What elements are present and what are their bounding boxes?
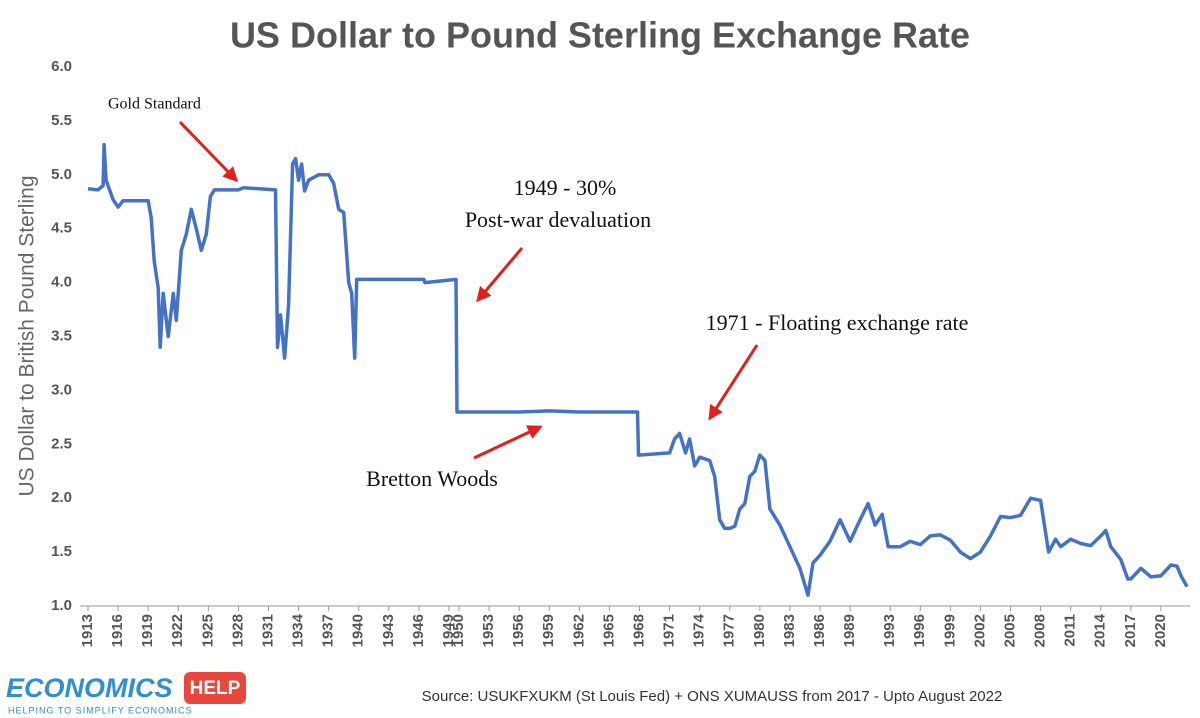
x-tick-label: 1996	[911, 614, 928, 647]
y-tick-label: 4.5	[51, 220, 72, 237]
arrow	[473, 425, 543, 460]
x-tick-label: 1977	[721, 614, 738, 647]
y-tick-label: 4.0	[51, 274, 72, 291]
x-tick-label: 1919	[139, 614, 156, 647]
x-tick-label: 1950	[450, 614, 467, 647]
x-tick-label: 1913	[79, 614, 96, 647]
logo-badge-bg	[184, 672, 246, 704]
x-tick-label: 1946	[410, 614, 427, 647]
x-tick-label: 1949	[440, 614, 457, 647]
x-tick-label: 1928	[229, 614, 246, 647]
x-tick-label: 1983	[781, 614, 798, 647]
annotation: 1971 - Floating exchange rate	[706, 310, 969, 335]
x-tick-label: 1986	[811, 614, 828, 647]
x-tick-label: 1980	[751, 614, 768, 647]
y-tick-label: 1.0	[51, 597, 72, 614]
annotation: 1949 - 30%	[514, 175, 617, 200]
x-tick-label: 1937	[320, 614, 337, 647]
logo-name: ECONOMICS	[6, 673, 173, 703]
arrow	[178, 120, 239, 183]
line-series	[87, 142, 1189, 597]
y-tick-label: 6.0	[51, 58, 72, 75]
x-tick-label: 1922	[169, 614, 186, 647]
x-tick-label: 2002	[971, 614, 988, 647]
x-tick-label: 1943	[380, 614, 397, 647]
x-tick-label: 1974	[691, 613, 708, 647]
annotation: Bretton Woods	[366, 466, 498, 491]
chart-title: US Dollar to Pound Sterling Exchange Rat…	[230, 15, 970, 56]
y-tick-label: 3.5	[51, 327, 72, 344]
x-tick-label: 2020	[1152, 614, 1169, 647]
arrows	[178, 120, 759, 460]
x-tick-label: 1962	[570, 614, 587, 647]
y-tick-label: 1.5	[51, 543, 72, 560]
x-tick-label: 1931	[259, 614, 276, 647]
x-tick-label: 1956	[510, 614, 527, 647]
y-tick-label: 2.0	[51, 489, 72, 506]
x-tick-label: 2011	[1062, 614, 1079, 647]
x-tick-label: 2005	[1001, 614, 1018, 647]
source: Source: USUKFXUKM (St Louis Fed) + ONS X…	[422, 688, 1003, 705]
x-tick-label: 1959	[540, 614, 557, 647]
x-tick-label: 1989	[841, 614, 858, 647]
annotation: Post-war devaluation	[465, 207, 651, 232]
x-tick-label: 1999	[941, 614, 958, 647]
logo-tagline: HELPING TO SIMPLIFY ECONOMICS	[8, 705, 193, 715]
x-tick-label: 1934	[290, 613, 307, 647]
arrow	[708, 344, 759, 421]
x-tick-label: 1993	[881, 614, 898, 647]
x-tick-label: 1916	[109, 614, 126, 647]
y-tick-label: 5.0	[51, 166, 72, 183]
x-tick-label: 1953	[480, 614, 497, 647]
x-tick-label: 1971	[661, 614, 678, 647]
y-tick-label: 5.5	[51, 112, 72, 129]
x-tick-label: 1965	[600, 614, 617, 647]
arrow	[476, 247, 524, 303]
x-tick-label: 1925	[199, 614, 216, 647]
x-tick-label: 1940	[350, 614, 367, 647]
y-tick-label: 2.5	[51, 435, 72, 452]
x-tick-label: 2014	[1092, 613, 1109, 647]
x-tick-label: 2017	[1122, 614, 1139, 647]
x-tick-label: 1968	[630, 614, 647, 647]
x-tick-label: 2008	[1032, 614, 1049, 647]
y-axis-label: US Dollar to British Pound Sterling	[16, 176, 39, 497]
logo-badge: HELP	[190, 678, 241, 699]
annotation: Gold Standard	[108, 96, 201, 113]
y-tick-label: 3.0	[51, 381, 72, 398]
